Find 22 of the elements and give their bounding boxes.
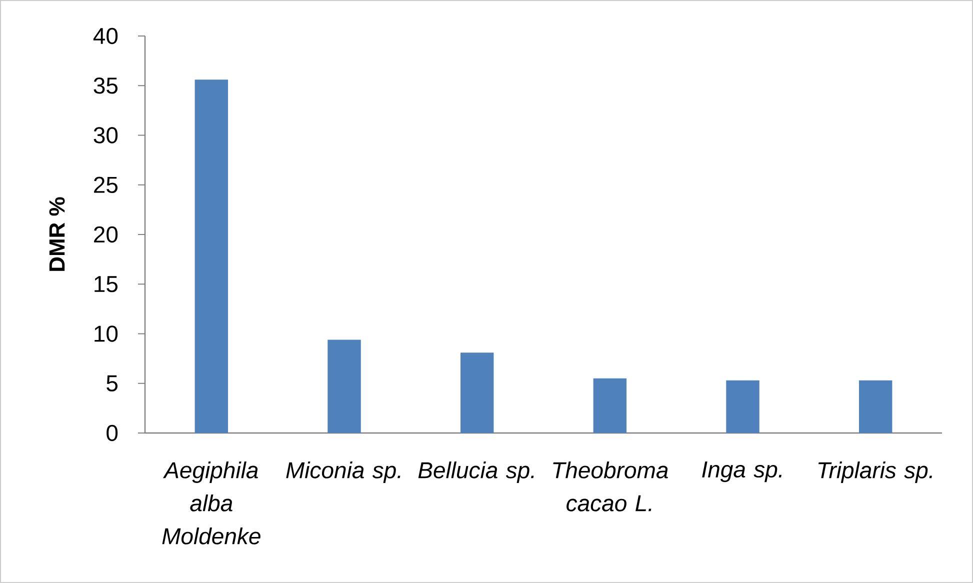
y-tick-label: 10 xyxy=(94,326,118,342)
x-tick-label: Inga sp. xyxy=(702,462,782,482)
x-tick-label: Miconia sp. xyxy=(286,462,400,483)
x-tick-label: Aegiphila alba Moldenke xyxy=(162,462,260,544)
y-tick-label: 25 xyxy=(94,176,118,194)
y-tick-label: 35 xyxy=(94,77,118,94)
x-tick-label: Triplaris sp. xyxy=(818,462,932,483)
bar xyxy=(460,352,494,433)
y-tick-label: 0 xyxy=(106,424,118,442)
bar xyxy=(858,380,892,433)
bar xyxy=(726,380,760,433)
y-axis-title: DMR % xyxy=(49,197,65,271)
y-tick-label: 20 xyxy=(94,226,118,243)
x-tick-label: Bellucia sp. xyxy=(418,462,534,483)
y-tick-label: 5 xyxy=(106,375,118,392)
x-tick-label: Theobroma cacao L. xyxy=(553,462,668,512)
bar xyxy=(194,80,228,433)
y-tick-label: 40 xyxy=(93,28,118,44)
y-tick-label: 30 xyxy=(94,127,118,144)
bar xyxy=(328,340,361,433)
y-tick-label: 15 xyxy=(94,276,118,292)
bar xyxy=(593,378,627,433)
